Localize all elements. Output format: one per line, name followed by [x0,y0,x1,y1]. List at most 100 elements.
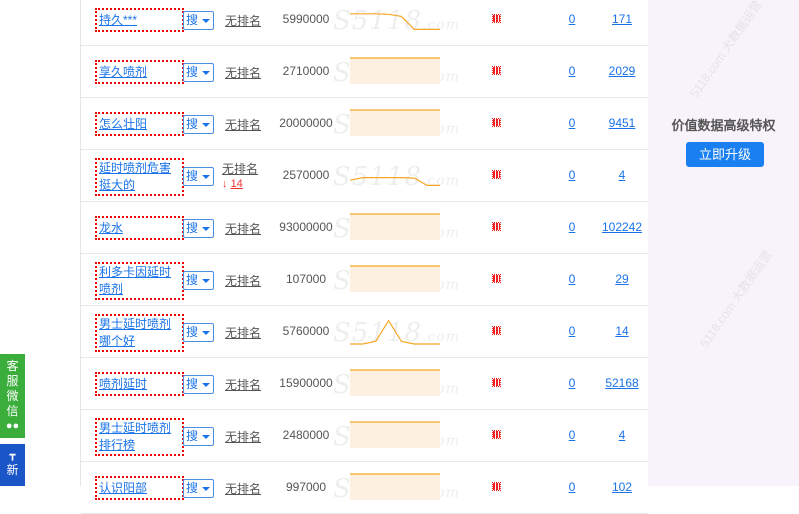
search-dropdown[interactable]: 搜 [183,271,214,290]
table-row: 龙水 搜 无排名 93000000 S5118.com 0 102242 [81,202,648,254]
count-zero-link[interactable]: 0 [568,428,576,442]
search-volume: 15900000 [279,376,333,390]
trend-sparkline [350,369,440,396]
grid-icon[interactable] [492,170,501,179]
search-dropdown[interactable]: 搜 [183,479,214,498]
count-link[interactable]: 102 [611,480,633,494]
rank-link[interactable]: 无排名 [225,482,262,496]
search-dropdown[interactable]: 搜 [183,11,214,30]
chevron-down-icon [202,331,210,335]
count-zero-link[interactable]: 0 [568,324,576,338]
search-volume: 93000000 [279,220,333,234]
rank-change-value[interactable]: 14 [230,178,243,190]
table-row: 持久*** 搜 无排名 5990000 S5118.com 0 171 [81,0,648,46]
new-tab[interactable]: ┳ 新 [0,444,25,486]
table-row: 怎么壮阳 搜 无排名 20000000 S5118.com 0 9451 [81,98,648,150]
wechat-service-label: 客服微信 [6,359,19,418]
count-link[interactable]: 4 [618,428,626,442]
keyword-link[interactable]: 龙水 [99,220,124,235]
search-volume: 2710000 [282,64,330,78]
count-link[interactable]: 14 [615,324,629,338]
grid-icon[interactable] [492,378,501,387]
chevron-down-icon [202,487,210,491]
count-link[interactable]: 52168 [605,376,639,390]
keyword-link[interactable]: 喷剂延时 [99,376,148,391]
count-link[interactable]: 9451 [608,116,636,130]
trend-sparkline [350,319,440,345]
wechat-service-tab[interactable]: 客服微信 ●● [0,354,25,438]
keyword-link[interactable]: 怎么壮阳 [99,116,148,131]
rank-link[interactable]: 无排名 [222,162,259,176]
grid-icon[interactable] [492,14,501,23]
grid-icon[interactable] [492,66,501,75]
rank-link[interactable]: 无排名 [225,66,262,80]
keyword-link[interactable]: 享久喷剂 [99,64,148,79]
keyword-link[interactable]: 认识阳部 [99,480,148,495]
upgrade-button[interactable]: 立即升级 [686,142,764,167]
grid-icon[interactable] [492,222,501,231]
table-row: 利多卡因延时喷剂 搜 无排名 107000 S5118.com 0 29 [81,254,648,306]
search-volume: 5760000 [282,324,330,338]
rank-link[interactable]: 无排名 [225,222,262,236]
search-label: 搜 [186,117,199,131]
search-label: 搜 [186,221,199,235]
search-dropdown[interactable]: 搜 [183,219,214,238]
rank-change: ↓ 14 [222,178,243,190]
search-dropdown[interactable]: 搜 [183,427,214,446]
new-label: 新 [6,463,19,477]
chevron-down-icon [202,19,210,23]
count-zero-link[interactable]: 0 [568,116,576,130]
search-dropdown[interactable]: 搜 [183,323,214,342]
count-zero-link[interactable]: 0 [568,12,576,26]
count-zero-link[interactable]: 0 [568,168,576,182]
grid-icon[interactable] [492,274,501,283]
trend-sparkline [350,213,440,240]
trend-area [350,110,440,136]
rank-link[interactable]: 无排名 [225,118,262,132]
grid-icon[interactable] [492,430,501,439]
count-zero-link[interactable]: 0 [568,220,576,234]
keyword-link[interactable]: 延时喷剂危害挺大的 [99,161,172,192]
keyword-cell: 喷剂延时 [95,372,184,396]
rank-link[interactable]: 无排名 [225,430,262,444]
rank-link[interactable]: 无排名 [225,14,262,28]
count-link[interactable]: 171 [611,12,633,26]
count-link[interactable]: 29 [615,272,629,286]
chevron-down-icon [202,435,210,439]
search-volume: 2480000 [282,428,330,442]
trend-area [350,474,440,500]
table-row: 享久喷剂 搜 无排名 2710000 S5118.com 0 2029 [81,46,648,98]
count-zero-link[interactable]: 0 [568,376,576,390]
search-label: 搜 [186,481,199,495]
count-zero-link[interactable]: 0 [568,64,576,78]
keyword-cell: 认识阳部 [95,476,184,500]
keyword-link[interactable]: 男士延时喷剂哪个好 [99,317,172,348]
trend-line [350,319,440,345]
count-link[interactable]: 102242 [601,220,643,234]
trend-line [350,13,440,30]
search-dropdown[interactable]: 搜 [183,115,214,134]
chevron-down-icon [202,279,210,283]
search-dropdown[interactable]: 搜 [183,167,214,186]
grid-icon[interactable] [492,326,501,335]
rank-link[interactable]: 无排名 [225,378,262,392]
rank-link[interactable]: 无排名 [225,326,262,340]
count-link[interactable]: 2029 [608,64,636,78]
search-dropdown[interactable]: 搜 [183,375,214,394]
keyword-cell: 男士延时喷剂排行榜 [95,418,184,456]
count-zero-link[interactable]: 0 [568,480,576,494]
keyword-link[interactable]: 持久*** [99,12,138,27]
premium-title: 价值数据高级特权 [671,118,776,133]
keyword-link[interactable]: 男士延时喷剂排行榜 [99,421,172,452]
search-label: 搜 [186,273,199,287]
count-link[interactable]: 4 [618,168,626,182]
search-dropdown[interactable]: 搜 [183,63,214,82]
grid-icon[interactable] [492,482,501,491]
count-zero-link[interactable]: 0 [568,272,576,286]
chevron-down-icon [202,227,210,231]
search-label: 搜 [186,377,199,391]
keyword-link[interactable]: 利多卡因延时喷剂 [99,265,172,296]
keyword-cell: 持久*** [95,8,184,32]
grid-icon[interactable] [492,118,501,127]
rank-link[interactable]: 无排名 [225,274,262,288]
